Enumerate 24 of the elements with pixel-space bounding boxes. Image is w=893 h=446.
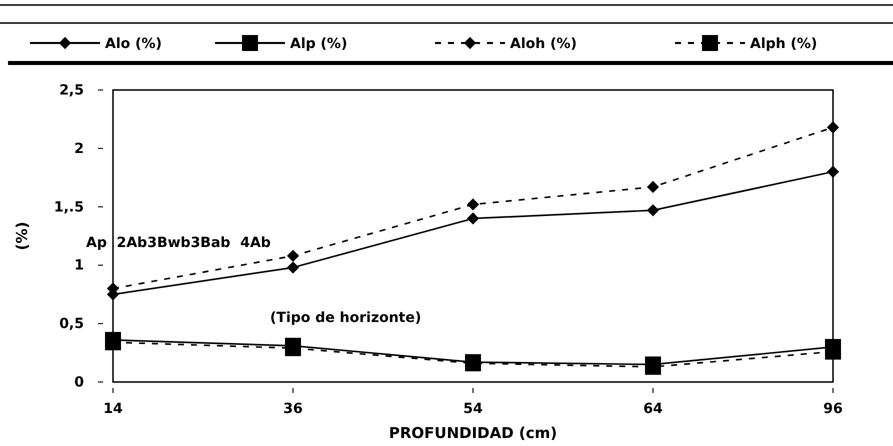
point	[286, 261, 300, 274]
point	[286, 250, 300, 262]
legend-label: Alph (%)	[750, 36, 818, 52]
x-tick-label: 96	[823, 400, 843, 417]
x-tick-label: 64	[643, 400, 663, 417]
x-tick-label: 36	[283, 400, 303, 417]
y-axis-title: (%)	[13, 222, 31, 250]
point	[826, 121, 840, 134]
x-axis-title: PROFUNDIDAD (cm)	[388, 424, 558, 442]
y-tick-label: 0,5	[59, 316, 84, 332]
y-tick-label: 0	[74, 374, 84, 390]
y-tick-label: 2,5	[59, 82, 84, 98]
y-tick-label: 1,.5	[54, 199, 84, 216]
annotation: Ap 2Ab3Bwb3Bab 4Ab	[86, 235, 271, 251]
y-tick-label: 1	[74, 258, 84, 274]
annotation: (Tipo de horizonte)	[270, 310, 422, 326]
legend-label: Alo (%)	[105, 36, 162, 52]
x-tick-label: 54	[463, 400, 483, 417]
x-tick-label: 14	[103, 400, 123, 417]
point	[466, 198, 480, 211]
y-tick-label: 2	[74, 140, 84, 157]
point	[646, 180, 660, 194]
legend-label: Aloh (%)	[510, 36, 577, 52]
legend-label: Alp (%)	[290, 36, 348, 52]
